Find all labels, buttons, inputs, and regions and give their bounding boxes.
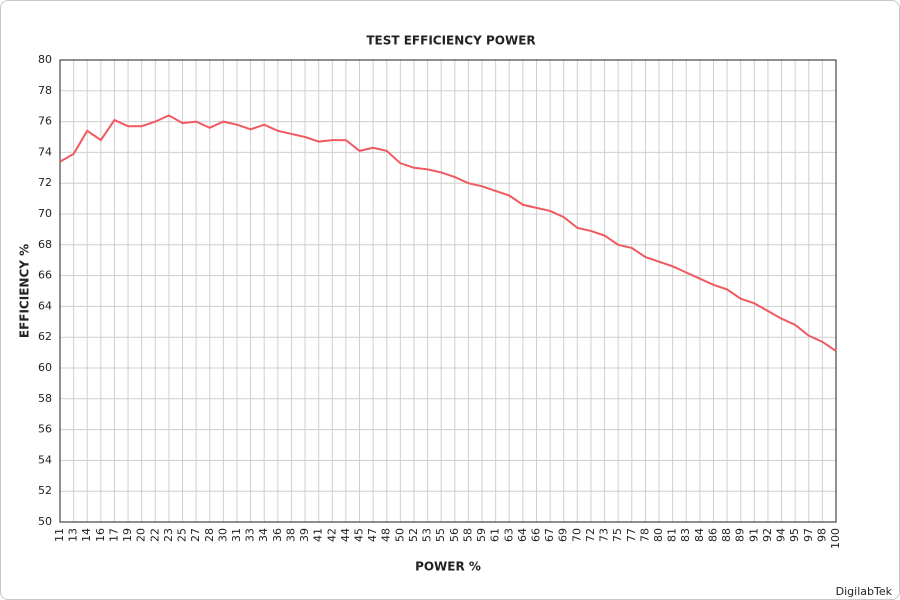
x-tick-label: 61 [489, 528, 502, 542]
y-tick-label: 70 [38, 207, 52, 220]
x-tick-label: 33 [244, 528, 257, 542]
chart-title: TEST EFFICIENCY POWER [366, 34, 535, 48]
x-tick-label: 86 [706, 528, 719, 542]
x-tick-label: 30 [216, 528, 229, 542]
x-tick-label: 47 [366, 528, 379, 542]
x-tick-label: 83 [679, 528, 692, 542]
x-tick-label: 80 [652, 528, 665, 542]
y-tick-label: 54 [38, 453, 52, 466]
x-tick-label: 55 [434, 528, 447, 542]
y-tick-label: 74 [38, 145, 52, 158]
x-tick-label: 38 [284, 528, 297, 542]
x-tick-label: 20 [135, 528, 148, 542]
y-tick-label: 78 [38, 84, 52, 97]
x-tick-label: 31 [230, 528, 243, 542]
x-tick-label: 75 [611, 528, 624, 542]
x-tick-label: 41 [312, 528, 325, 542]
x-tick-label: 56 [448, 528, 461, 542]
x-tick-label: 27 [189, 528, 202, 542]
x-tick-label: 63 [502, 528, 515, 542]
x-tick-label: 42 [325, 528, 338, 542]
x-tick-label: 52 [407, 528, 420, 542]
y-tick-label: 80 [38, 53, 52, 66]
x-tick-label: 98 [815, 528, 828, 542]
data-line [59, 114, 837, 352]
y-tick-label: 76 [38, 115, 52, 128]
x-tick-label: 77 [625, 528, 638, 542]
x-tick-label: 11 [53, 528, 66, 542]
x-tick-label: 53 [421, 528, 434, 542]
x-tick-label: 58 [461, 528, 474, 542]
x-tick-label: 44 [339, 528, 352, 542]
x-tick-label: 94 [775, 528, 788, 542]
x-tick-label: 25 [176, 528, 189, 542]
x-tick-label: 16 [94, 528, 107, 542]
x-tick-label: 48 [380, 528, 393, 542]
x-tick-label: 91 [747, 528, 760, 542]
x-tick-label: 81 [666, 528, 679, 542]
x-tick-label: 50 [393, 528, 406, 542]
x-tick-label: 39 [298, 528, 311, 542]
y-tick-label: 72 [38, 176, 52, 189]
x-tick-label: 78 [638, 528, 651, 542]
y-tick-label: 52 [38, 484, 52, 497]
x-tick-label: 19 [121, 528, 134, 542]
plot-border [59, 59, 837, 523]
y-tick-label: 64 [38, 299, 52, 312]
x-tick-label: 34 [257, 528, 270, 542]
y-tick-label: 66 [38, 269, 52, 282]
x-tick-label: 100 [829, 528, 842, 549]
x-tick-label: 13 [67, 528, 80, 542]
x-tick-label: 64 [516, 528, 529, 542]
x-tick-label: 28 [203, 528, 216, 542]
x-tick-label: 45 [353, 528, 366, 542]
y-axis-label: EFFICIENCY % [18, 244, 32, 338]
x-tick-label: 59 [475, 528, 488, 542]
watermark: DigilabTek [836, 585, 893, 598]
x-tick-label: 84 [693, 528, 706, 542]
x-tick-label: 17 [107, 528, 120, 542]
x-tick-label: 14 [80, 528, 93, 542]
x-tick-label: 72 [584, 528, 597, 542]
y-tick-label: 58 [38, 392, 52, 405]
x-tick-label: 92 [761, 528, 774, 542]
y-tick-label: 50 [38, 515, 52, 528]
y-tick-label: 68 [38, 238, 52, 251]
x-tick-label: 73 [598, 528, 611, 542]
x-tick-label: 70 [570, 528, 583, 542]
x-tick-label: 88 [720, 528, 733, 542]
y-tick-label: 62 [38, 330, 52, 343]
x-tick-label: 36 [271, 528, 284, 542]
y-tick-label: 60 [38, 361, 52, 374]
x-tick-label: 22 [148, 528, 161, 542]
x-tick-label: 89 [734, 528, 747, 542]
x-tick-label: 66 [529, 528, 542, 542]
x-tick-label: 69 [557, 528, 570, 542]
y-tick-label: 56 [38, 423, 52, 436]
x-axis-label: POWER % [415, 560, 481, 574]
x-tick-label: 67 [543, 528, 556, 542]
x-tick-label: 95 [788, 528, 801, 542]
x-tick-label: 23 [162, 528, 175, 542]
x-tick-label: 97 [802, 528, 815, 542]
